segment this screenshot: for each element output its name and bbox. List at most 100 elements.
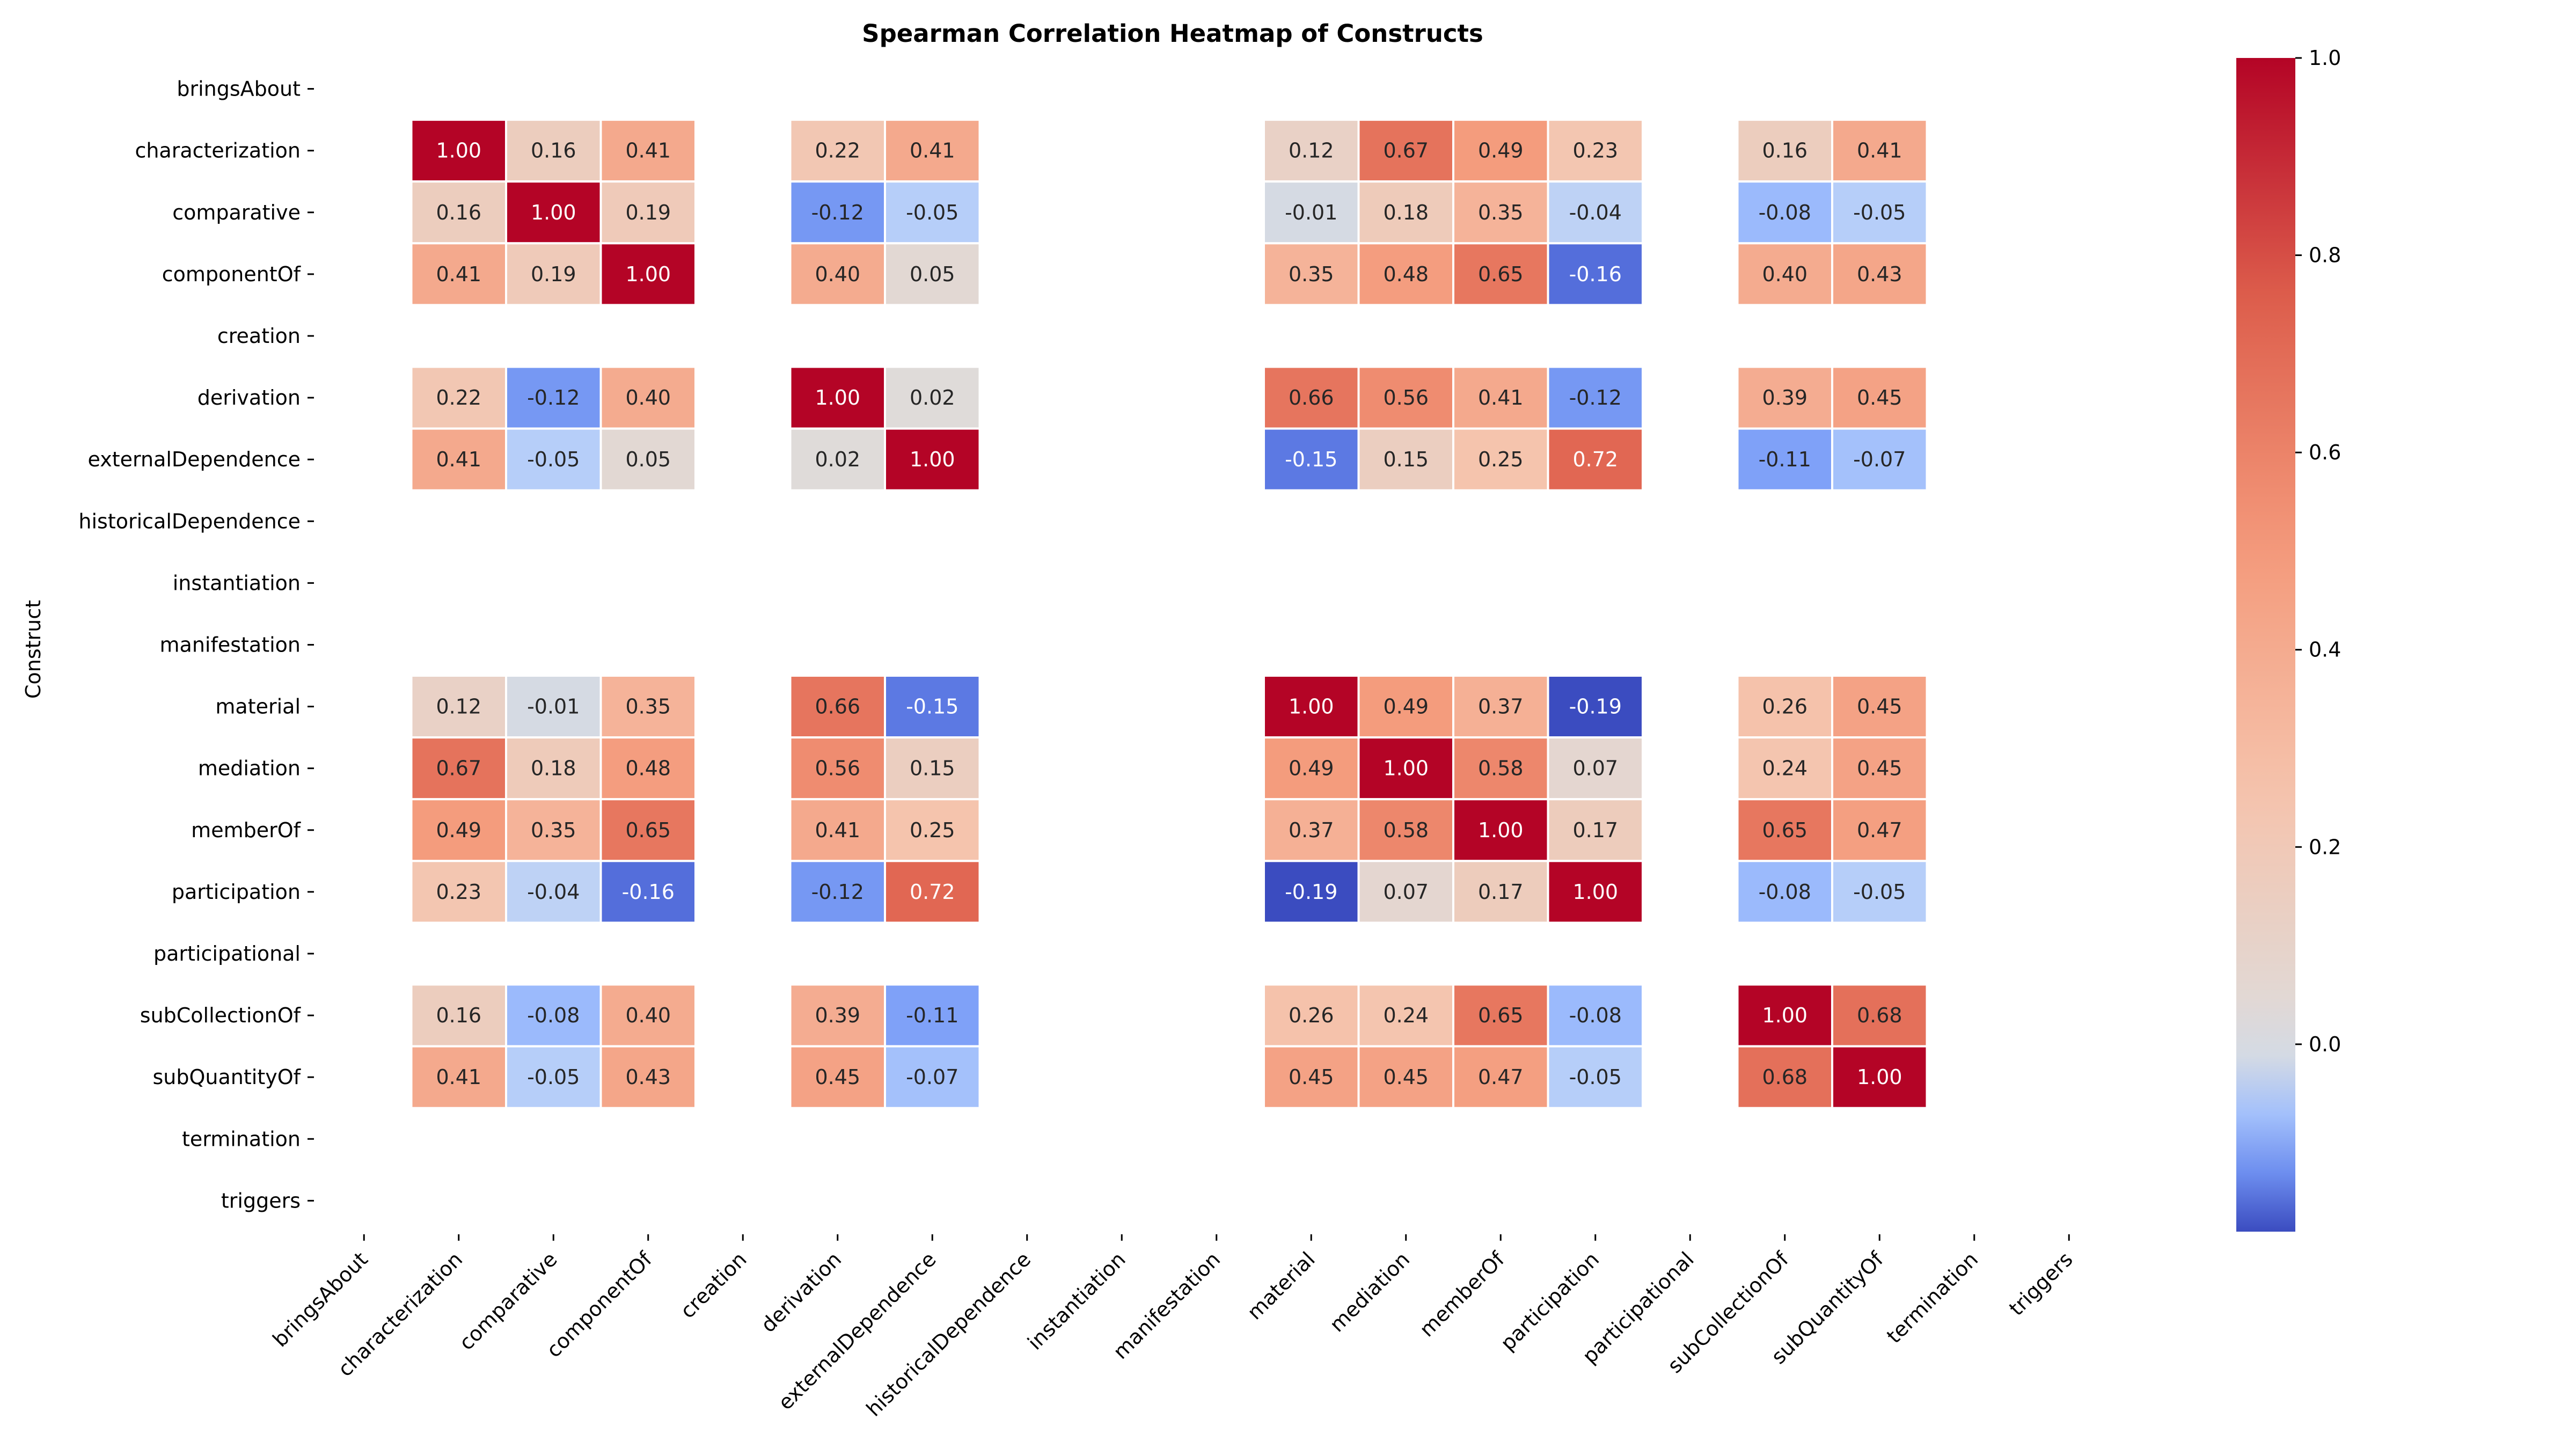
x-tick-label: historicalDependence	[862, 1247, 1036, 1421]
heatmap-cell-label: 0.39	[815, 1004, 860, 1027]
heatmap-cell	[884, 180, 981, 245]
heatmap-cell-label: 0.35	[1478, 201, 1524, 224]
heatmap-cell-label: -0.07	[1853, 448, 1906, 471]
heatmap-cell-label: 0.72	[1572, 448, 1618, 471]
heatmap-cell	[884, 242, 981, 306]
heatmap-cell	[505, 798, 602, 862]
y-tick-label: characterization	[135, 139, 301, 163]
heatmap-cell-label: -0.19	[1569, 695, 1622, 719]
heatmap-cell	[410, 798, 507, 862]
colorbar-tick-label: 0.0	[2309, 1033, 2341, 1056]
heatmap-cell	[599, 427, 697, 492]
heatmap-cell	[1736, 860, 1833, 924]
heatmap-cell-label: 0.49	[436, 818, 481, 842]
heatmap-cell	[505, 427, 602, 492]
heatmap-cell-label: 0.41	[1857, 139, 1902, 163]
heatmap-cell	[789, 427, 886, 492]
heatmap-cell	[1452, 736, 1549, 801]
heatmap-cell	[410, 427, 507, 492]
heatmap-cell	[505, 736, 602, 801]
heatmap-cell	[1357, 427, 1454, 492]
heatmap-cell-label: 1.00	[815, 386, 860, 409]
heatmap-cell-label: 0.45	[815, 1065, 860, 1089]
heatmap-cell	[884, 860, 981, 924]
heatmap-cell-label: 1.00	[436, 139, 481, 163]
heatmap-cell-label: -0.16	[622, 880, 675, 904]
x-tick-label: comparative	[455, 1247, 562, 1355]
x-axis-ticks: bringsAboutcharacterizationcomparativeco…	[268, 1234, 2077, 1421]
heatmap-cell-label: 0.17	[1572, 818, 1618, 842]
heatmap-cell	[599, 983, 697, 1048]
heatmap-cell	[1263, 860, 1360, 924]
y-tick-label: participation	[172, 880, 301, 904]
x-tick-label: bringsAbout	[268, 1247, 372, 1351]
y-tick-label: subCollectionOf	[140, 1004, 302, 1027]
heatmap-cell-label: 0.43	[625, 1065, 671, 1089]
heatmap-cell	[410, 119, 507, 183]
colorbar-tick-label: 0.8	[2309, 244, 2341, 267]
heatmap-cell	[599, 1045, 697, 1109]
heatmap-cell	[789, 365, 886, 430]
x-tick-label: triggers	[2004, 1247, 2077, 1320]
y-tick-label: participational	[153, 942, 301, 965]
heatmap-cell-label: 0.02	[910, 386, 955, 409]
y-tick-label: material	[215, 695, 301, 719]
heatmap-cell-label: 0.43	[1857, 262, 1902, 286]
heatmap-cell-label: 0.40	[625, 1004, 671, 1027]
heatmap-cell-label: 0.41	[436, 262, 481, 286]
y-tick-label: memberOf	[191, 818, 301, 842]
heatmap-cell	[410, 736, 507, 801]
heatmap-cell-label: -0.08	[1759, 880, 1811, 904]
colorbar-tick-label: 0.4	[2309, 638, 2341, 662]
heatmap-cell	[1831, 119, 1928, 183]
heatmap-cell-label: 0.26	[1289, 1004, 1334, 1027]
heatmap-cell-label: 0.25	[910, 818, 955, 842]
x-tick-label: externalDependence	[773, 1247, 940, 1414]
heatmap-cell-label: 1.00	[1857, 1065, 1902, 1089]
heatmap-cell-label: 1.00	[1383, 757, 1429, 780]
heatmap-cell	[1831, 736, 1928, 801]
heatmap-cell	[789, 983, 886, 1048]
y-tick-label: mediation	[198, 757, 301, 780]
heatmap-cell-label: -0.08	[527, 1004, 580, 1027]
heatmap-cell-label: 0.41	[436, 448, 481, 471]
heatmap-cell	[599, 798, 697, 862]
heatmap-cell-label: 1.00	[910, 448, 955, 471]
y-tick-label: termination	[182, 1127, 301, 1151]
heatmap-cell-label: 0.37	[1478, 695, 1524, 719]
heatmap-cell-label: -0.11	[906, 1004, 958, 1027]
heatmap-cell-label: -0.08	[1569, 1004, 1622, 1027]
colorbar-tick-label: 0.6	[2309, 441, 2341, 464]
heatmap-cell	[599, 860, 697, 924]
heatmap-cell-label: 0.66	[815, 695, 860, 719]
heatmap-cell	[789, 860, 886, 924]
x-tick-label: mediation	[1325, 1247, 1414, 1336]
heatmap-cell	[1263, 675, 1360, 739]
heatmap-cell-label: 0.39	[1762, 386, 1807, 409]
heatmap-cell-label: 0.16	[531, 139, 576, 163]
heatmap-cell	[1357, 798, 1454, 862]
heatmap-cell	[1547, 1045, 1644, 1109]
heatmap-cell	[1547, 427, 1644, 492]
heatmap-cell-label: 0.19	[625, 201, 671, 224]
heatmap-cell-label: 0.15	[910, 757, 955, 780]
heatmap-cell	[884, 427, 981, 492]
heatmap-cell-label: 0.15	[1383, 448, 1429, 471]
heatmap-cell-label: 0.19	[531, 262, 576, 286]
heatmap-cell-label: 0.68	[1762, 1065, 1807, 1089]
heatmap-cell	[1831, 427, 1928, 492]
x-tick-label: instantiation	[1023, 1247, 1130, 1355]
heatmap-cell-label: -0.05	[906, 201, 958, 224]
heatmap-cell	[1547, 983, 1644, 1048]
heatmap-cell-label: 0.18	[531, 757, 576, 780]
heatmap-cell-label: 0.68	[1857, 1004, 1902, 1027]
colorbar-ticks: 0.0 0.2 0.4 0.6 0.8 1.0	[2295, 46, 2341, 1056]
heatmap-cell-label: 0.22	[436, 386, 481, 409]
heatmap-cell	[1452, 1045, 1549, 1109]
heatmap-cell-label: 1.00	[1572, 880, 1618, 904]
heatmap-cell-label: 0.45	[1857, 386, 1902, 409]
heatmap-cell-label: 1.00	[531, 201, 576, 224]
heatmap-cell-label: 0.65	[1478, 1004, 1524, 1027]
heatmap-cell-label: -0.19	[1285, 880, 1337, 904]
